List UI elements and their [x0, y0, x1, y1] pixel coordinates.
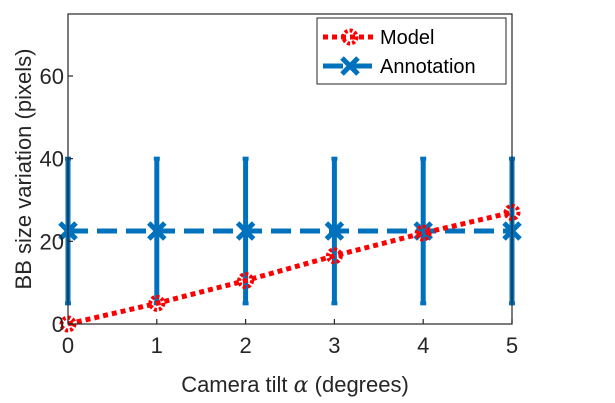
annotation-point-2 [235, 221, 256, 241]
x-tick-label-0: 0 [62, 333, 74, 358]
model-point-4 [414, 224, 432, 242]
model-line [67, 209, 513, 327]
legend: Model Annotation [316, 17, 507, 85]
x-tick-label-5: 5 [506, 333, 518, 358]
x-axis-label: Camera tilt α (degrees) [181, 372, 409, 398]
x-tick-label-3: 3 [328, 333, 340, 358]
legend-model-marker [341, 28, 359, 46]
legend-annotation-marker [340, 56, 360, 76]
y-tick-label-2: 40 [40, 147, 64, 172]
annotation-point-3 [324, 221, 345, 241]
model-point-3 [325, 247, 343, 265]
y-tick-label-1: 20 [40, 229, 64, 254]
annotation-point-1 [147, 221, 167, 241]
y-tick-label-3: 60 [40, 64, 64, 89]
x-tick-label-4: 4 [417, 333, 429, 358]
model-point-1 [148, 294, 166, 312]
plot-marks [58, 156, 522, 333]
model-point-2 [237, 272, 255, 290]
legend-label-annotation: Annotation [380, 56, 476, 78]
x-tick-label-2: 2 [239, 333, 251, 358]
y-axis-label: BB size variation (pixels) [11, 49, 36, 290]
legend-box [316, 17, 507, 85]
y-tick-label-0: 0 [52, 312, 64, 337]
axes: 0 1 2 3 4 5 0 20 40 60 [40, 64, 519, 358]
plot-area-frame [67, 13, 513, 325]
model-point-5 [503, 203, 521, 221]
x-tick-label-1: 1 [151, 333, 163, 358]
legend-label-model: Model [380, 27, 434, 49]
